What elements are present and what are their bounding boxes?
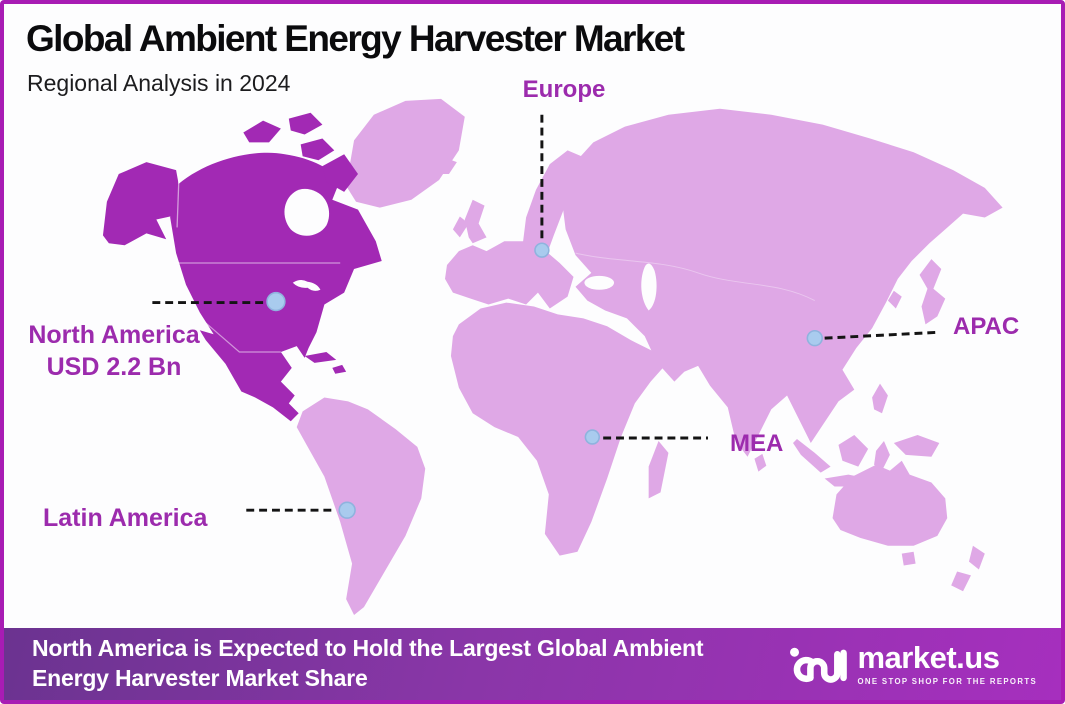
brand-logo: market.us ONE STOP SHOP FOR THE REPORTS bbox=[789, 640, 1037, 688]
region-label-north-america: North America USD 2.2 Bn bbox=[28, 319, 199, 383]
brand-name: market.us bbox=[857, 640, 1000, 675]
arctic-island-2 bbox=[288, 112, 323, 135]
footer-caption: North America is Expected to Hold the La… bbox=[32, 635, 704, 691]
market-us-logo-icon bbox=[790, 647, 848, 683]
brand-tagline: ONE STOP SHOP FOR THE REPORTS bbox=[857, 677, 1037, 686]
continent-africa bbox=[450, 302, 667, 556]
island-new-guinea bbox=[893, 435, 940, 457]
region-label-north-america-value: USD 2.2 Bn bbox=[46, 353, 182, 381]
island-sumatra bbox=[793, 439, 831, 473]
continent-australia bbox=[832, 460, 948, 546]
island-cuba bbox=[304, 352, 337, 363]
region-north-america-highlight bbox=[102, 112, 382, 422]
region-markers bbox=[266, 242, 823, 519]
callout-line-apac bbox=[824, 330, 940, 340]
callout-lines bbox=[152, 114, 940, 512]
region-north-america-mainland bbox=[170, 152, 382, 422]
caspian-sea bbox=[641, 263, 657, 311]
marker-north-america bbox=[266, 291, 286, 312]
marker-latin-america bbox=[338, 501, 356, 519]
region-label-mea: MEA bbox=[730, 430, 784, 457]
island-iceland bbox=[429, 156, 457, 175]
island-japan bbox=[919, 259, 946, 325]
island-tasmania bbox=[901, 551, 916, 566]
arctic-island-baffin bbox=[322, 154, 359, 192]
water-cutouts bbox=[284, 188, 657, 311]
world-map bbox=[102, 98, 1003, 615]
great-lakes bbox=[292, 280, 321, 291]
continent-europe bbox=[445, 241, 574, 309]
region-label-apac: APAC bbox=[953, 313, 1020, 340]
region-alaska bbox=[102, 162, 181, 246]
region-label-latin-america: Latin America bbox=[43, 504, 208, 532]
marker-apac bbox=[806, 329, 823, 347]
continent-greenland bbox=[346, 98, 465, 208]
island-borneo bbox=[838, 435, 869, 467]
island-philippines bbox=[872, 383, 888, 414]
marker-europe bbox=[534, 242, 550, 258]
island-hispaniola bbox=[332, 364, 347, 374]
footer-banner: North America is Expected to Hold the La… bbox=[4, 628, 1061, 700]
continent-asia bbox=[561, 108, 1003, 457]
marker-mea bbox=[584, 429, 601, 445]
region-label-north-america-name: North America bbox=[28, 321, 200, 349]
island-new-zealand-south bbox=[951, 571, 971, 592]
page-subtitle: Regional Analysis in 2024 bbox=[27, 70, 291, 96]
world-landmass bbox=[296, 98, 1003, 615]
island-uk bbox=[464, 199, 487, 244]
continent-south-america bbox=[296, 397, 426, 615]
island-madagascar bbox=[648, 440, 669, 499]
black-sea bbox=[584, 275, 615, 290]
country-borders bbox=[174, 174, 815, 353]
island-ireland bbox=[452, 216, 469, 238]
region-label-europe: Europe bbox=[522, 76, 606, 103]
region-korea bbox=[887, 290, 902, 309]
brand-text-block: market.us ONE STOP SHOP FOR THE REPORTS bbox=[857, 642, 1037, 686]
island-new-zealand-north bbox=[968, 545, 985, 570]
arctic-island-3 bbox=[300, 138, 335, 161]
region-scandinavia bbox=[522, 150, 582, 262]
island-sri-lanka bbox=[754, 453, 767, 472]
page-title: Global Ambient Energy Harvester Market bbox=[26, 18, 685, 59]
arctic-island-1 bbox=[243, 120, 281, 143]
hudson-bay bbox=[284, 188, 330, 236]
